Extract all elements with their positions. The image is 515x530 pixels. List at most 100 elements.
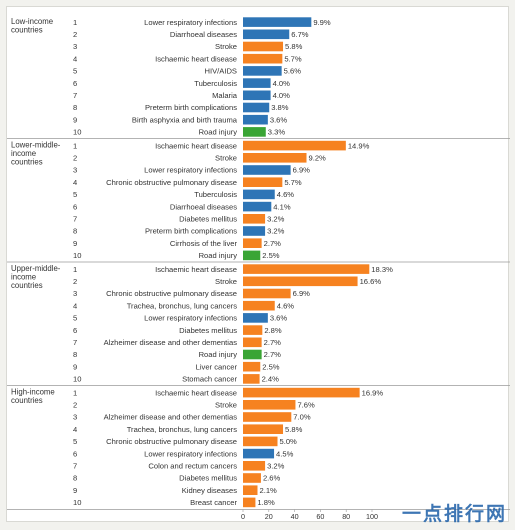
value-label: 2.7% (264, 338, 282, 347)
rank-label: 1 (73, 265, 77, 274)
value-label: 5.8% (285, 425, 303, 434)
cause-label: Lower respiratory infections (144, 314, 237, 323)
rank-label: 2 (73, 30, 77, 39)
watermark-logo: 一点排行网 (402, 499, 507, 526)
bar-injuries (243, 127, 266, 137)
rank-label: 6 (73, 202, 77, 211)
bar-noncommunicable (243, 325, 263, 335)
cause-label: Alzheimer disease and other dementias (104, 413, 238, 422)
bar-communicable (243, 17, 312, 27)
cause-label: Preterm birth complications (145, 103, 237, 112)
rank-label: 8 (73, 474, 77, 483)
bar-noncommunicable (243, 387, 360, 398)
rank-label: 8 (73, 350, 77, 359)
x-tick-label: 60 (316, 512, 324, 521)
rank-label: 4 (73, 301, 77, 310)
value-label: 7.0% (293, 413, 311, 422)
group-label: High-income countries (11, 388, 55, 406)
rank-label: 8 (73, 227, 77, 236)
rank-label: 1 (73, 388, 77, 397)
cause-label: Cirrhosis of the liver (170, 239, 238, 248)
bar-communicable (243, 448, 275, 459)
bar-communicable (243, 90, 271, 101)
rank-label: 6 (73, 449, 77, 458)
bar-noncommunicable (243, 400, 296, 410)
value-label: 3.2% (267, 215, 285, 224)
cause-label: Malaria (212, 91, 238, 100)
bar-communicable (243, 189, 275, 200)
value-label: 14.9% (348, 141, 370, 150)
value-label: 2.8% (264, 326, 282, 335)
rank-label: 5 (73, 314, 77, 323)
rank-label: 4 (73, 425, 77, 434)
rank-label: 4 (73, 178, 77, 187)
rank-label: 4 (73, 54, 77, 63)
rank-label: 7 (73, 215, 77, 224)
cause-label: HIV/AIDS (205, 67, 238, 76)
bar-injuries (243, 349, 262, 360)
cause-label: Ischaemic heart disease (155, 265, 237, 274)
value-label: 3.2% (267, 462, 285, 471)
bar-communicable (243, 226, 266, 236)
cause-label: Road injury (199, 350, 238, 359)
value-label: 16.6% (360, 277, 382, 286)
rank-label: 10 (73, 128, 81, 137)
rank-label: 6 (73, 326, 77, 335)
cause-label: Road injury (199, 128, 238, 137)
cause-label: Diabetes mellitus (179, 474, 237, 483)
cause-label: Lower respiratory infections (144, 449, 237, 458)
bar-injuries (243, 250, 261, 261)
bar-noncommunicable (243, 337, 262, 348)
value-label: 5.7% (284, 178, 302, 187)
value-label: 2.7% (264, 350, 282, 359)
cause-label: Ischaemic heart disease (155, 388, 237, 397)
cause-label: Ischaemic heart disease (155, 141, 237, 150)
value-label: 6.9% (293, 289, 311, 298)
bar-noncommunicable (243, 288, 291, 299)
rank-label: 5 (73, 190, 77, 199)
rank-label: 9 (73, 362, 77, 371)
cause-label: Birth asphyxia and birth trauma (132, 115, 238, 124)
value-label: 3.2% (267, 227, 285, 236)
bar-noncommunicable (243, 214, 266, 224)
rank-label: 10 (73, 375, 81, 384)
value-label: 1.8% (257, 498, 275, 507)
x-tick-label: 100 (366, 512, 378, 521)
cause-label: Lower respiratory infections (144, 18, 237, 27)
cause-label: Stroke (215, 154, 237, 163)
value-label: 3.3% (268, 128, 286, 137)
value-label: 2.7% (264, 239, 282, 248)
bar-noncommunicable (243, 177, 283, 187)
rank-label: 3 (73, 289, 77, 298)
rank-label: 10 (73, 251, 81, 260)
bar-communicable (243, 114, 268, 125)
rank-label: 8 (73, 103, 77, 112)
bar-communicable (243, 78, 271, 88)
value-label: 7.6% (297, 401, 315, 410)
bar-communicable (243, 201, 272, 212)
cause-label: Diabetes mellitus (179, 215, 237, 224)
x-tick-label: 0 (241, 512, 245, 521)
cause-label: Trachea, bronchus, lung cancers (127, 301, 238, 310)
rank-label: 6 (73, 79, 77, 88)
bar-noncommunicable (243, 41, 284, 52)
cause-label: Stroke (215, 277, 237, 286)
value-label: 6.9% (293, 166, 311, 175)
bar-noncommunicable (243, 473, 261, 483)
value-label: 4.0% (273, 91, 291, 100)
rank-label: 3 (73, 166, 77, 175)
x-tick-label: 40 (291, 512, 299, 521)
value-label: 3.8% (271, 103, 289, 112)
cause-label: Colon and rectum cancers (148, 462, 237, 471)
cause-label: Diarrhoeal diseases (170, 30, 237, 39)
cause-label: Preterm birth complications (145, 227, 237, 236)
rank-label: 9 (73, 115, 77, 124)
rank-label: 10 (73, 498, 81, 507)
bar-noncommunicable (243, 497, 256, 508)
value-label: 18.3% (371, 265, 393, 274)
bar-noncommunicable (243, 485, 258, 495)
cause-label: Alzheimer disease and other dementias (104, 338, 238, 347)
value-label: 2.6% (263, 474, 281, 483)
bar-noncommunicable (243, 300, 275, 311)
group-label: Low-income countries (11, 17, 53, 35)
